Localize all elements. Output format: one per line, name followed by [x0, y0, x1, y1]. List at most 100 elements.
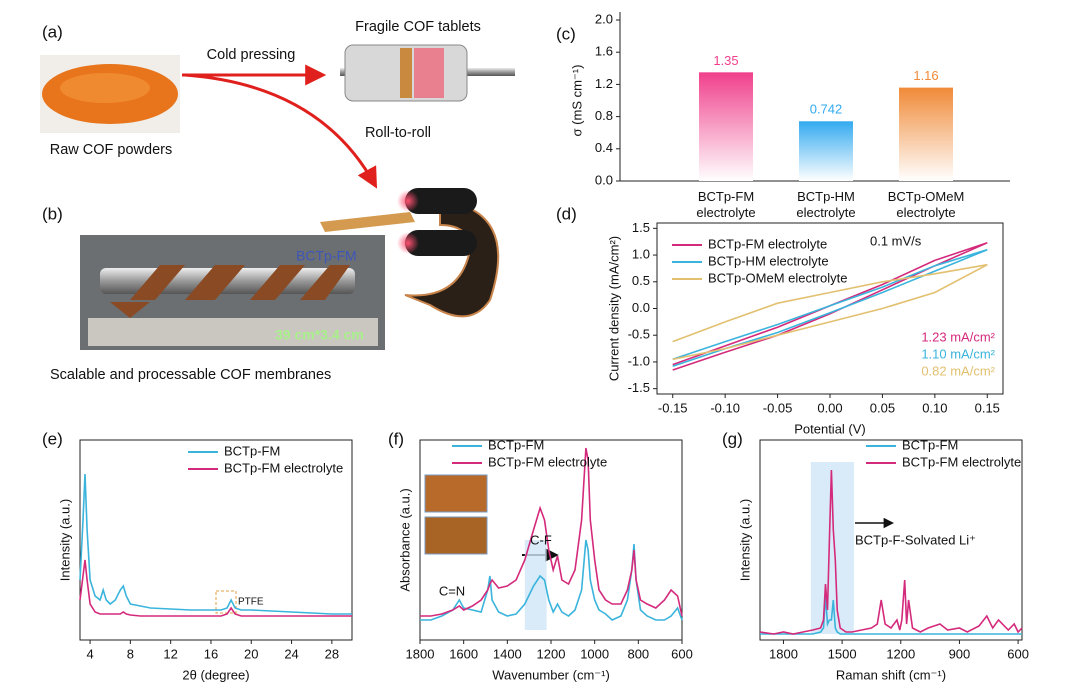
x-axis-label: Wavenumber (cm⁻¹): [492, 667, 610, 682]
value-label: 1.16: [913, 68, 938, 83]
caption: Fragile COF tablets: [355, 19, 481, 35]
x-tick-label: 0.15: [975, 400, 1000, 415]
legend-label: BCTp-FM: [488, 437, 544, 452]
x-tick-label: 1200: [886, 646, 915, 661]
bar: [799, 121, 853, 181]
series-line: [79, 559, 352, 617]
tablet: [414, 48, 444, 98]
x-tick-label: 600: [671, 646, 693, 661]
x-tick-label: 20: [244, 646, 258, 661]
series-line: [672, 248, 988, 367]
y-axis-label: Intensity (a.u.): [737, 499, 752, 581]
legend-label: BCTp-FM electrolyte: [708, 236, 827, 251]
x-tick-label: BCTp-HM electrolyte: [796, 189, 856, 220]
series-line: [759, 469, 1023, 635]
y-tick-label: 1.2: [595, 76, 613, 91]
caption: Raw COF powders: [50, 142, 172, 158]
x-tick-label: 8: [127, 646, 134, 661]
x-tick-label: 1500: [828, 646, 857, 661]
x-tick-label: 1800: [769, 646, 798, 661]
x-tick-label: -0.10: [710, 400, 740, 415]
x-axis-label: Raman shift (cm⁻¹): [836, 667, 946, 682]
peak-label: 1.10 mA/cm²: [921, 346, 995, 361]
x-tick-label: 0.00: [817, 400, 842, 415]
x-tick-label: 1200: [537, 646, 566, 661]
powder-highlight: [60, 73, 150, 103]
annotation: C-F: [530, 532, 552, 547]
y-tick-label: 2.0: [595, 11, 613, 26]
size-label: 39 cm*3.4 cm: [275, 327, 364, 343]
caption: Scalable and processable COF membranes: [50, 367, 331, 383]
bar: [899, 87, 953, 181]
x-tick-label: 16: [204, 646, 218, 661]
ptfe-box: [215, 590, 237, 614]
series-line: [420, 447, 683, 617]
tablet: [400, 48, 412, 98]
legend-label: BCTp-FM electrolyte: [902, 454, 1021, 469]
annotation: 0.1 mV/s: [870, 233, 922, 248]
x-tick-label: 24: [284, 646, 298, 661]
x-axis-label: 2θ (degree): [182, 667, 249, 682]
inset-image: [424, 474, 488, 513]
x-tick-label: BCTp-OMeM electrolyte: [887, 189, 965, 220]
legend-label: BCTp-HM electrolyte: [708, 253, 829, 268]
plot-frame: [79, 439, 353, 641]
y-tick-label: 1.6: [595, 44, 613, 59]
y-tick-label: -1.5: [628, 380, 650, 395]
x-tick-label: 600: [1007, 646, 1029, 661]
roller-end: [397, 190, 419, 212]
plot-frame: [759, 439, 1023, 641]
y-tick-label: -1.0: [628, 353, 650, 368]
legend-label: BCTp-FM electrolyte: [224, 460, 343, 475]
x-tick-label: 1600: [449, 646, 478, 661]
legend-label: BCTp-FM: [224, 443, 280, 458]
legend-label: BCTp-FM electrolyte: [488, 454, 607, 469]
arrow: [184, 73, 378, 189]
x-tick-label: 900: [949, 646, 971, 661]
x-tick-label: 0.10: [922, 400, 947, 415]
highlight-band: [524, 540, 547, 630]
roller-end: [397, 232, 419, 254]
x-tick-label: 12: [163, 646, 177, 661]
inset-image: [424, 516, 488, 555]
membrane-strip: [110, 302, 150, 318]
y-axis-label: Intensity (a.u.): [57, 499, 72, 581]
ruler: [88, 318, 378, 346]
membrane: [320, 212, 415, 232]
panel-label: (c): [556, 24, 576, 43]
membrane-roll: [404, 198, 500, 318]
y-tick-label: 1.5: [632, 220, 650, 235]
x-tick-label: 4: [86, 646, 93, 661]
x-tick-label: 1800: [406, 646, 435, 661]
panel-label: (d): [556, 204, 577, 223]
bar: [699, 72, 753, 181]
x-tick-label: -0.15: [658, 400, 688, 415]
y-tick-label: 1.0: [632, 247, 650, 262]
caption: Cold pressing: [207, 47, 296, 63]
x-axis-label: Potential (V): [794, 421, 866, 436]
x-tick-label: 1000: [580, 646, 609, 661]
x-tick-label: BCTp-FM electrolyte: [696, 189, 756, 220]
panel-label: (a): [42, 22, 63, 41]
panel-label: (f): [388, 429, 404, 448]
panel-label: (b): [42, 204, 63, 223]
x-tick-label: 28: [325, 646, 339, 661]
membrane-strip: [130, 265, 350, 300]
y-tick-label: -0.5: [628, 327, 650, 342]
annotation: BCTp-F-Solvated Li⁺: [855, 532, 976, 547]
x-tick-label: 0.05: [870, 400, 895, 415]
sample-label: BCTp-FM: [296, 248, 357, 264]
x-tick-label: 800: [627, 646, 649, 661]
y-axis-label: σ (mS cm⁻¹): [569, 65, 584, 137]
y-tick-label: 0.5: [632, 273, 650, 288]
caption: Roll-to-roll: [365, 125, 431, 141]
roller: [405, 230, 477, 256]
roller: [405, 188, 477, 214]
y-tick-label: 0.4: [595, 140, 613, 155]
y-tick-label: 0.0: [632, 300, 650, 315]
annotation: PTFE: [238, 597, 264, 608]
legend-label: BCTp-OMeM electrolyte: [708, 270, 847, 285]
x-tick-label: -0.05: [763, 400, 793, 415]
